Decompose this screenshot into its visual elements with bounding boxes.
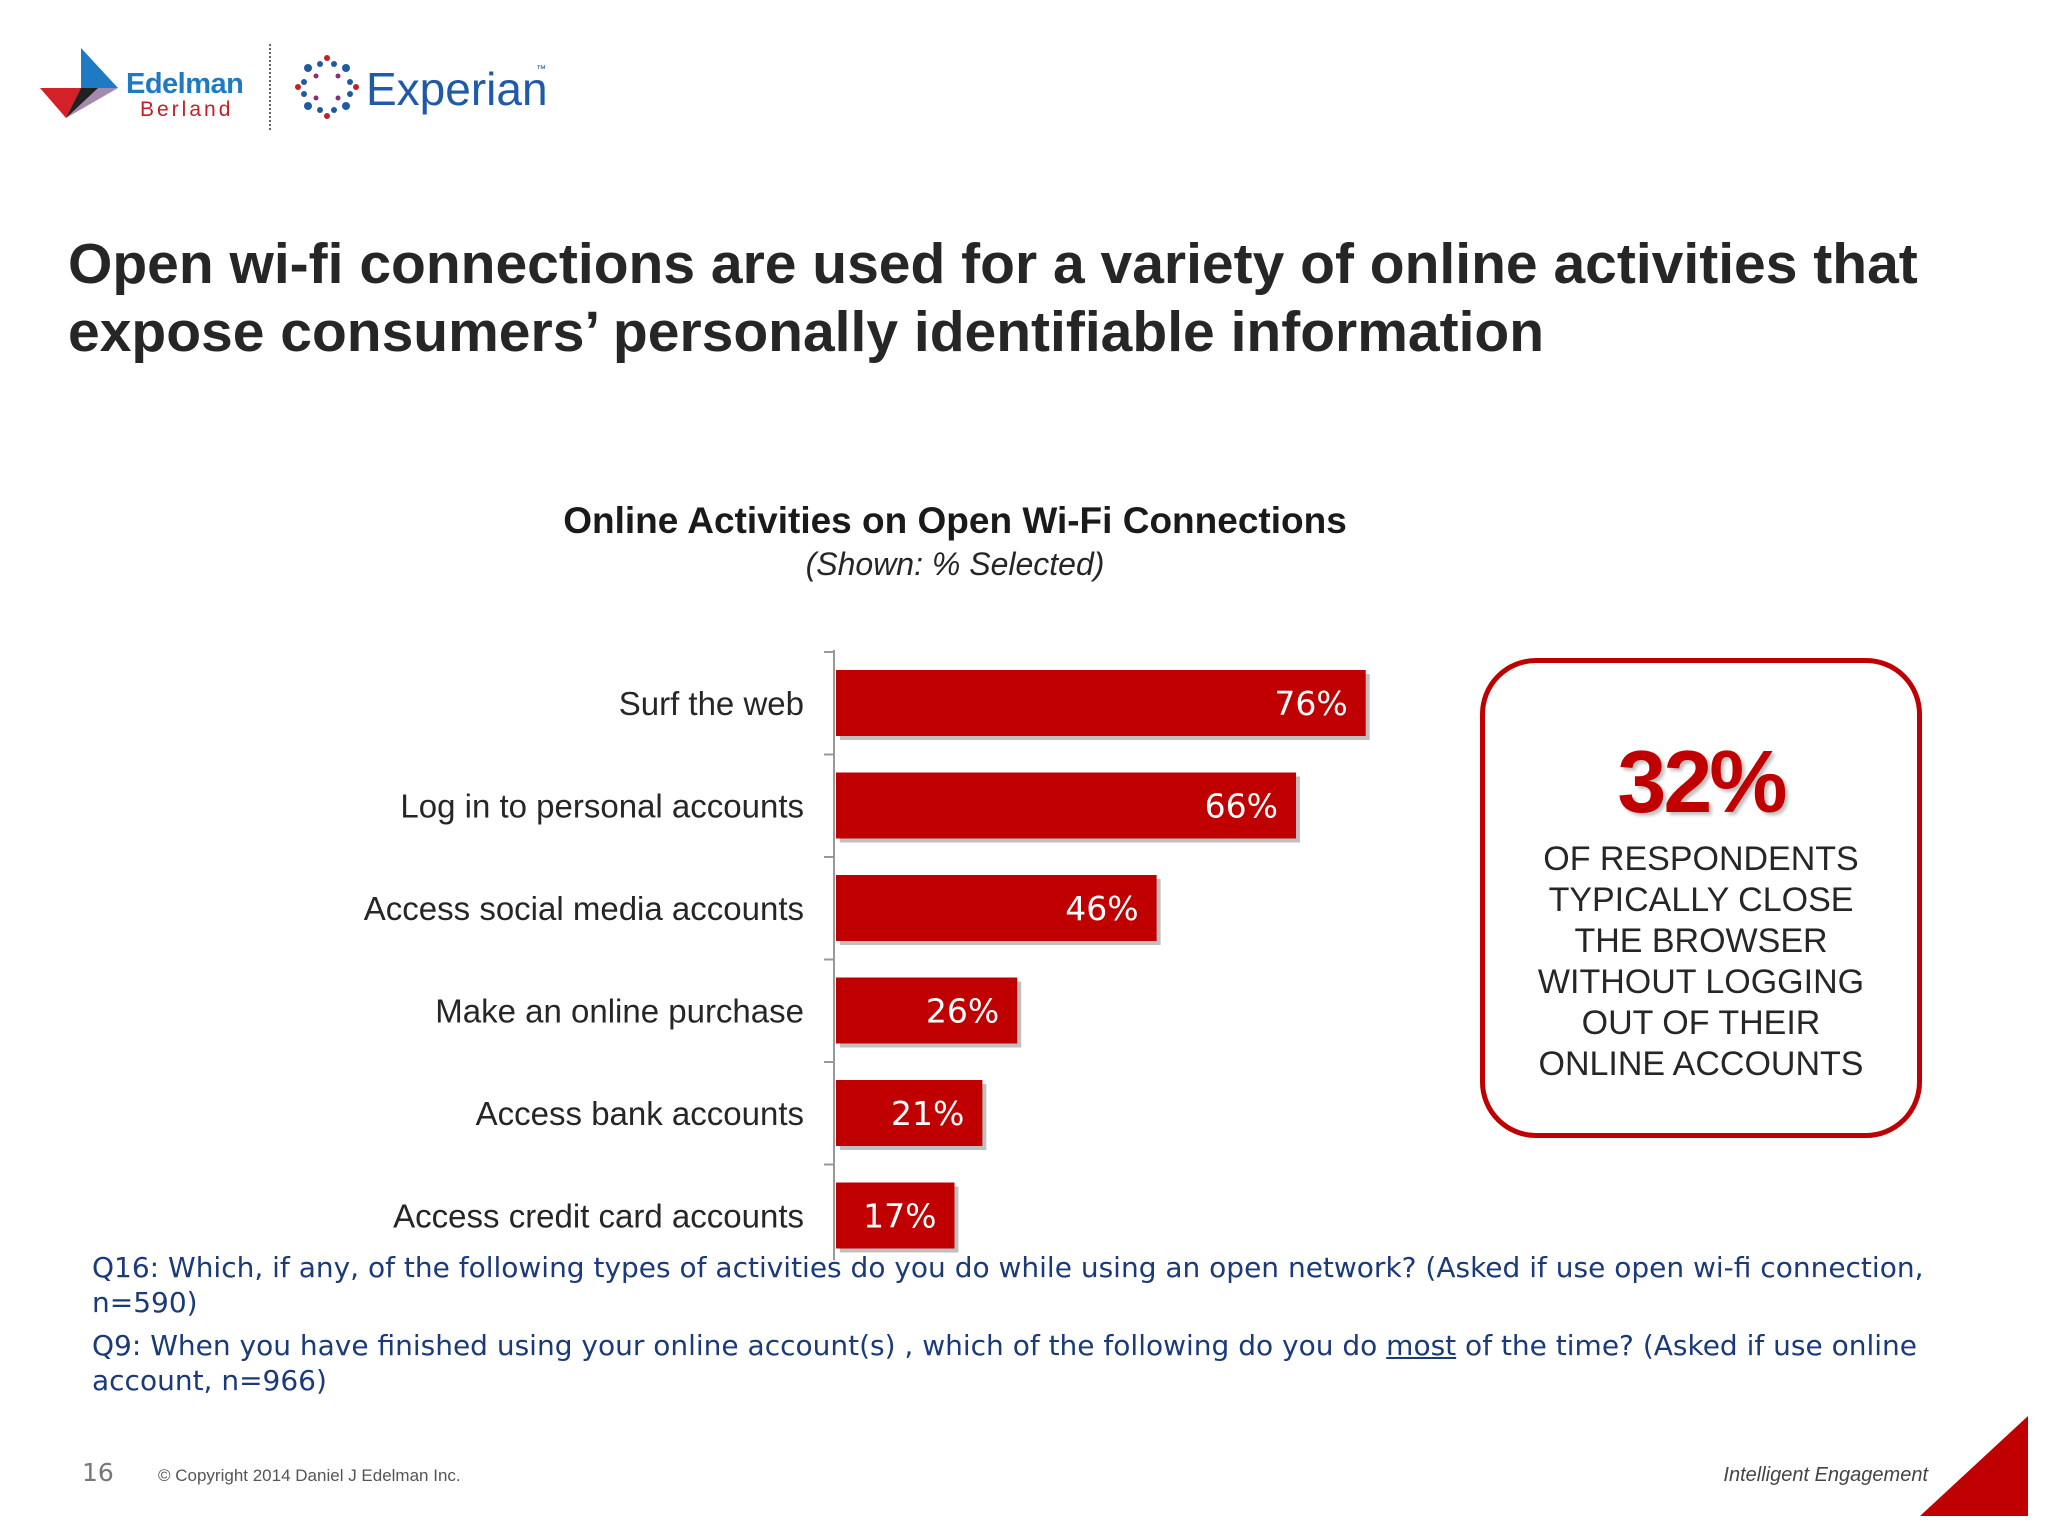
note-q9-emphasis: most [1386,1329,1457,1362]
category-label: Access social media accounts [364,890,804,927]
edelman-logo-icon [40,48,118,118]
slide-title: Open wi-fi connections are used for a va… [68,232,1918,364]
category-label: Log in to personal accounts [400,788,804,825]
bar-chart: Surf the web 76% Log in to personal accoun… [364,650,1370,1260]
corner-triangle-icon [1920,1416,2028,1516]
bar [836,875,1157,941]
copyright: © Copyright 2014 Daniel J Edelman Inc. [158,1466,461,1485]
footnotes: Q16: Which, if any, of the following typ… [92,1250,1942,1404]
data-label: 46% [1065,889,1138,928]
bar [836,977,1018,1044]
experian-name: Experian [366,63,548,115]
data-label: 21% [891,1094,964,1133]
stat-callout: 32% OF RESPONDENTS TYPICALLY CLOSE THE B… [1480,658,1922,1138]
bar [836,1080,983,1146]
page-number: 16 [82,1458,114,1487]
note-q9-end: of the time? (Asked if use online accoun… [92,1329,1918,1397]
chart-subtitle: (Shown: % Selected) [805,546,1105,582]
experian-trademark: ™ [536,64,546,75]
callout-stat: 32% [1617,732,1787,831]
data-label: 17% [863,1197,936,1236]
header-logos: Edelman Berland Experian ™ [36,40,556,140]
experian-logo-icon [295,55,359,119]
tagline: Intelligent Engagement [1723,1464,1928,1486]
category-label: Make an online purchase [435,993,804,1030]
callout-text: OF RESPONDENTS TYPICALLY CLOSE THE BROWS… [1537,840,1865,1083]
bar [836,670,1366,736]
category-label: Surf the web [619,685,804,722]
data-label: 66% [1205,787,1278,826]
category-label: Access credit card accounts [393,1198,804,1235]
edelman-sub: Berland [140,98,234,121]
edelman-name: Edelman [126,68,244,100]
data-label: 76% [1274,684,1347,723]
chart-title: Online Activities on Open Wi-Fi Connecti… [563,500,1347,541]
note-q16: Q16: Which, if any, of the following typ… [92,1251,1924,1319]
note-q9: Q9: When you have finished using your on… [92,1328,1942,1398]
note-q9-start: Q9: When you have finished using your on… [92,1329,1387,1362]
category-label: Access bank accounts [476,1095,804,1132]
logo-divider [269,44,271,130]
data-label: 26% [926,992,999,1031]
bar [836,772,1297,839]
bar [836,1182,955,1249]
